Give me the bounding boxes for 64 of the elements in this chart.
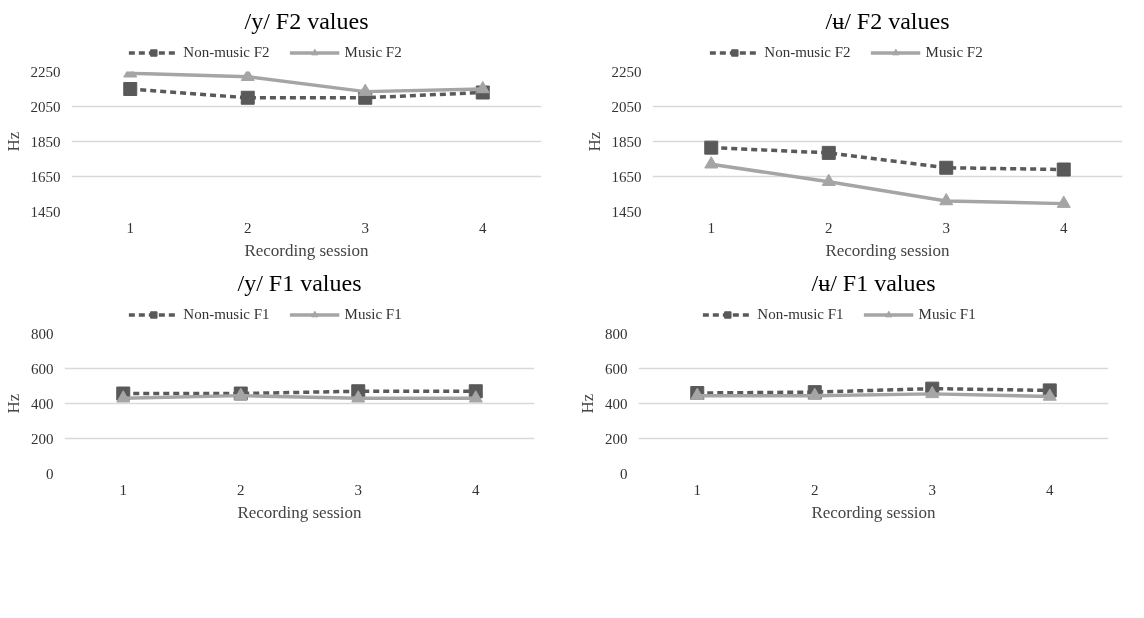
x-tick-label: 3 <box>928 481 936 498</box>
legend-label: Non-music F2 <box>764 43 851 61</box>
y-tick-label: 0 <box>620 465 628 482</box>
y-tick-label: 200 <box>31 430 54 447</box>
y-tick-label: 600 <box>31 360 54 377</box>
point <box>821 145 836 160</box>
point <box>704 140 719 155</box>
x-tick-label: 1 <box>126 219 134 236</box>
legend-label: Non-music F1 <box>183 305 270 323</box>
y-tick-label: 400 <box>605 395 628 412</box>
x-axis-title: Recording session <box>825 240 951 260</box>
y-axis-title: Hz <box>584 131 604 152</box>
y-tick-label: 2250 <box>611 63 642 80</box>
x-tick-label: 1 <box>693 481 701 498</box>
chart-title: /ʉ/ F2 values <box>825 7 950 34</box>
y-tick-label: 1650 <box>611 168 642 185</box>
x-tick-label: 2 <box>825 219 833 236</box>
point <box>1056 162 1071 177</box>
x-tick-label: 3 <box>361 219 369 236</box>
y-tick-label: 1450 <box>611 203 642 220</box>
point <box>704 156 719 169</box>
x-tick-label: 2 <box>237 481 245 498</box>
point <box>939 192 954 206</box>
x-tick-label: 4 <box>1060 219 1068 236</box>
y-tick-label: 800 <box>31 325 54 342</box>
point <box>821 173 836 186</box>
y-tick-label: 2050 <box>30 98 61 115</box>
y-axis-title: Hz <box>578 393 597 414</box>
x-tick-label: 2 <box>811 481 819 498</box>
y-tick-label: 1850 <box>611 133 642 150</box>
x-axis-title: Recording session <box>244 240 370 260</box>
y-axis-title: Hz <box>4 393 23 414</box>
y-tick-label: 600 <box>605 360 628 377</box>
y-tick-label: 400 <box>31 395 54 412</box>
y-tick-label: 1450 <box>30 203 61 220</box>
y-tick-label: 1650 <box>30 168 61 185</box>
x-tick-label: 4 <box>1046 481 1054 498</box>
y-axis-title: Hz <box>3 131 23 152</box>
x-tick-label: 4 <box>472 481 480 498</box>
x-tick-label: 3 <box>942 219 950 236</box>
legend-label: Non-music F1 <box>757 305 844 323</box>
y-tick-label: 0 <box>46 465 54 482</box>
legend-label: Non-music F2 <box>183 43 270 61</box>
legend-label: Music F1 <box>918 305 976 323</box>
y-tick-label: 200 <box>605 430 628 447</box>
legend-label: Music F1 <box>344 305 402 323</box>
chart-title: /ʉ/ F1 values <box>811 269 936 296</box>
chart-title: /y/ F2 values <box>244 7 369 34</box>
x-axis-title: Recording session <box>237 502 363 522</box>
point <box>939 160 954 175</box>
x-tick-label: 4 <box>479 219 487 236</box>
x-tick-label: 1 <box>119 481 127 498</box>
x-tick-label: 1 <box>707 219 715 236</box>
legend-label: Music F2 <box>925 43 983 61</box>
y-tick-label: 2250 <box>30 63 61 80</box>
x-axis-title: Recording session <box>811 502 937 522</box>
y-tick-label: 1850 <box>30 133 61 150</box>
chart-title: /y/ F1 values <box>237 269 362 296</box>
y-tick-label: 2050 <box>611 98 642 115</box>
x-tick-label: 2 <box>244 219 252 236</box>
y-tick-label: 800 <box>605 325 628 342</box>
point <box>1056 195 1071 208</box>
legend-label: Music F2 <box>344 43 402 61</box>
x-tick-label: 3 <box>354 481 362 498</box>
